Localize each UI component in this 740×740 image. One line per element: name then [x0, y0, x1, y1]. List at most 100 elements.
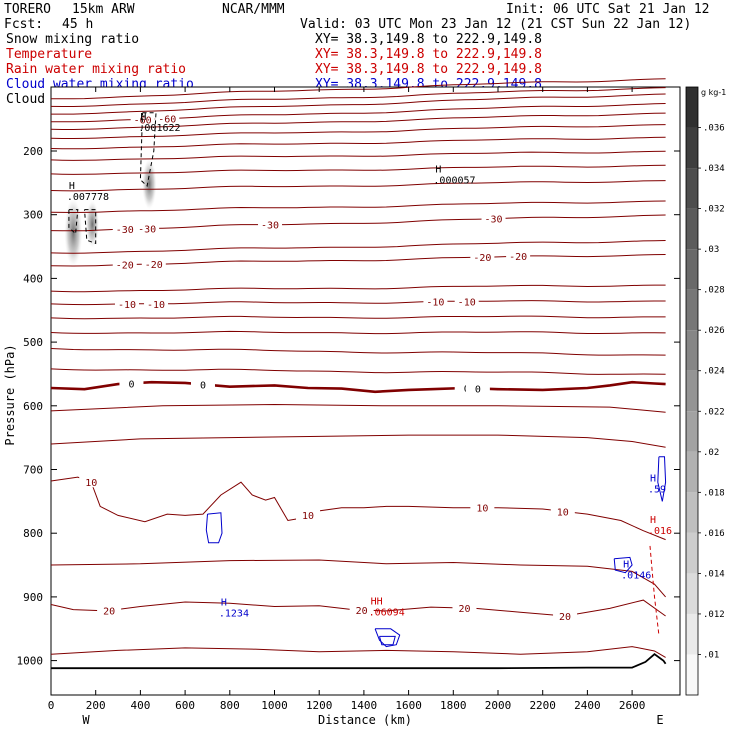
colorbar-segment: [686, 330, 698, 371]
warm-isotherm-line: [50, 646, 666, 658]
x-tick-label: 1200: [306, 699, 333, 712]
warm-isotherm-label: 10: [302, 511, 314, 522]
y-tick-label: 800: [23, 527, 43, 540]
colorbar-segment: [686, 492, 698, 533]
isotherm-label-bg: [454, 295, 479, 307]
isotherm-line: [50, 368, 666, 375]
warm-isotherm-label: 10: [85, 478, 97, 489]
isotherm-line: [50, 150, 666, 161]
colorbar-segment: [686, 411, 698, 452]
max-marker-symbol: H: [435, 164, 441, 175]
isotherm-line: [50, 240, 666, 254]
colorbar: .01 .012 .014 .016 .018 .02 .022 .024 .026 .028 .0…: [685, 86, 726, 696]
colorbar-segment: [686, 613, 698, 655]
zero-isotherm-label-bg: [465, 382, 490, 394]
colorbar-unit: g kg-1: [701, 88, 726, 97]
isotherm-label: -30: [138, 225, 156, 236]
colorbar-tick-label: .012: [703, 610, 725, 620]
cloud-ice-contour: [84, 209, 97, 245]
isotherm-line: [50, 330, 666, 335]
y-axis-title: Pressure (hPa): [3, 344, 17, 445]
warm-isotherm-label: 10: [557, 507, 569, 518]
warm-isotherm-label-bg: [452, 602, 477, 614]
max-marker-symbol: H: [650, 515, 656, 526]
max-marker-symbol: H: [623, 559, 629, 570]
x-tick-label: 400: [130, 699, 150, 712]
terrain-layer: [51, 653, 667, 670]
plot-area: -60 -60-30 -30 -30-30-20 -20-20 -20-10 -10 -10-…: [17, 78, 681, 712]
isotherm-label: -20: [116, 261, 134, 272]
warm-isotherm-label-bg: [97, 604, 122, 616]
isotherm-label-bg: [470, 251, 495, 263]
isotherm-label: -30: [261, 221, 279, 232]
isotherm-label-bg: [423, 295, 448, 307]
x-tick-label: 0: [48, 699, 55, 712]
max-marker-symbol: HH: [371, 596, 383, 607]
x-tick-label: 1600: [395, 699, 422, 712]
y-tick-label: 200: [23, 145, 43, 158]
max-marker-value: .007778: [67, 192, 109, 203]
legend-item-name: Rain water mixing ratio: [6, 62, 186, 77]
max-marker-value: .001622: [138, 123, 180, 134]
warm-isotherm-label-bg: [470, 501, 495, 513]
y-tick-label: 600: [23, 400, 43, 413]
x-tick-label: 2400: [574, 699, 601, 712]
isotherm-label: -20: [509, 252, 527, 263]
colorbar-segment: [686, 127, 698, 169]
colorbar-segment: [686, 370, 698, 412]
cloud-water-contour: [374, 628, 401, 648]
warm-isotherm-line: [50, 476, 666, 541]
zero-isotherm-line: [50, 380, 666, 394]
isotherm-line: [50, 348, 666, 356]
y-tick-label: 900: [23, 591, 43, 604]
isotherm-line: [51, 78, 666, 100]
warm-isotherm-label-bg: [296, 509, 321, 521]
snow-shade: [64, 198, 83, 267]
isotherm-label: -10: [118, 300, 136, 311]
max-marker-symbol: H: [221, 598, 227, 609]
y-tick-label: 500: [23, 336, 43, 349]
isotherm-label: -30: [484, 215, 502, 226]
isotherm-label-bg: [506, 250, 531, 262]
colorbar-tick-label: .034: [703, 164, 725, 174]
isotherm-layer: -60 -60-30 -30 -30-30-20 -20-20 -20-10 -10 -10-…: [50, 78, 666, 658]
zero-isotherm-label: 0: [475, 384, 481, 395]
colorbar-segment: [686, 289, 698, 331]
colorbar-tick-label: .02: [703, 448, 719, 458]
isotherm-label-bg: [144, 297, 169, 309]
isotherm-line: [50, 124, 666, 139]
isotherm-line: [50, 284, 666, 293]
warm-isotherm-label-bg: [553, 610, 578, 622]
warm-isotherm-label: 20: [103, 607, 115, 618]
isotherm-line: [50, 200, 666, 214]
colorbar-segment: [686, 573, 698, 614]
warm-isotherm-label: 20: [559, 612, 571, 623]
legend-item-name: Snow mixing ratio: [6, 32, 139, 47]
header-resolution: 15km ARW: [72, 2, 135, 17]
max-marker-symbol: H: [650, 473, 656, 484]
max-marker-value: .1234: [219, 609, 249, 620]
y-tick-label: 700: [23, 464, 43, 477]
isotherm-label: -20: [473, 253, 491, 264]
warm-isotherm-label: 20: [356, 606, 368, 617]
isotherm-label-bg: [112, 223, 137, 235]
y-tick-label: 300: [23, 209, 43, 222]
isotherm-label: -30: [116, 225, 134, 236]
cloud-water-contour: [379, 635, 396, 646]
max-marker-value: .000057: [433, 175, 475, 186]
x-tick-label: 2000: [485, 699, 512, 712]
max-marker-symbol: H: [140, 112, 146, 123]
max-marker-value: .016: [648, 526, 672, 537]
header-fcst-label: Fcst:: [4, 17, 43, 32]
colorbar-tick-label: .01: [703, 650, 719, 660]
cloud-water-contour: [205, 512, 223, 544]
warm-isotherm-label: 20: [458, 604, 470, 615]
colorbar-tick-label: .016: [703, 529, 725, 539]
warm-isotherm-label-bg: [349, 603, 374, 615]
zero-isotherm-label: 0: [200, 380, 206, 391]
zero-isotherm-label-bg: [190, 378, 215, 390]
x-tick-label: 800: [220, 699, 240, 712]
colorbar-segment: [686, 451, 698, 493]
isotherm-line: [50, 164, 666, 175]
snow-shade: [85, 200, 100, 248]
